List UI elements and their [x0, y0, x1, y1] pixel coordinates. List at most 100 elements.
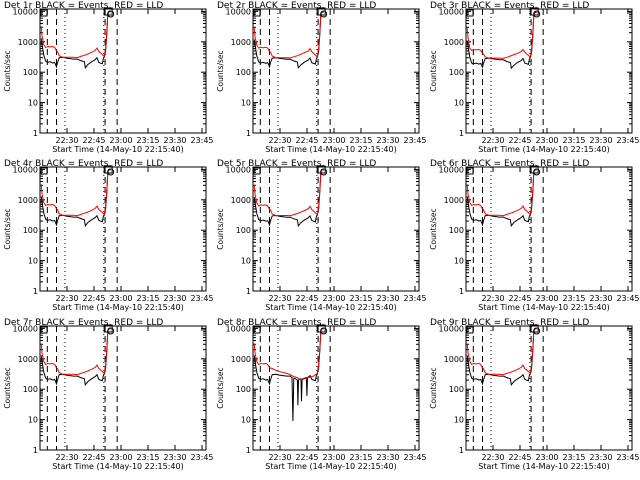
y-tick-label: 10000 — [226, 324, 251, 333]
y-tick-label: 1 — [246, 287, 251, 296]
x-tick-label: 23:45 — [190, 136, 213, 145]
chart-title: Det 6r BLACK = Events, RED = LLD — [430, 159, 589, 169]
y-axis-label: Counts/sec — [3, 50, 12, 91]
series-line-events — [40, 169, 111, 228]
series-line-events — [40, 328, 111, 387]
y-tick-label: 1 — [33, 287, 38, 296]
chart-panel-7: Det 7r BLACK = Events, RED = LLD 1 10 100 10… — [3, 318, 214, 471]
y-tick-label: 10000 — [439, 324, 464, 333]
series-group — [40, 168, 111, 228]
y-tick-label: 1 — [33, 129, 38, 138]
x-tick-label: 22:30 — [268, 453, 291, 462]
x-tick-label: 23:30 — [589, 453, 612, 462]
y-tick-label: 1000 — [444, 355, 464, 364]
end-marker-circle — [533, 327, 541, 335]
x-axis-label: Start Time (14-May-10 22:15:40) — [265, 303, 396, 312]
plot-frame — [252, 325, 420, 451]
series-group — [253, 10, 324, 69]
chart-title: Det 5r BLACK = Events, RED = LLD — [217, 159, 376, 169]
y-tick-label: 1000 — [231, 355, 251, 364]
x-axis-label: Start Time (14-May-10 22:15:40) — [52, 145, 183, 154]
x-tick-label: 23:45 — [403, 294, 426, 303]
series-line-events — [466, 11, 537, 70]
end-marker-circle — [320, 327, 328, 335]
y-axis-label: Counts/sec — [429, 367, 438, 408]
start-marker-square — [40, 326, 48, 334]
x-tick-label: 23:45 — [190, 453, 213, 462]
y-tick-label: 1 — [246, 129, 251, 138]
series-group — [40, 327, 111, 387]
start-marker-square — [253, 9, 261, 17]
end-marker-circle — [320, 10, 328, 18]
chart-title: Det 4r BLACK = Events, RED = LLD — [4, 159, 163, 169]
y-tick-label: 100 — [23, 226, 38, 235]
y-tick-label: 100 — [236, 226, 251, 235]
series-line-lld — [253, 327, 324, 381]
x-axis-label: Start Time (14-May-10 22:15:40) — [265, 462, 396, 471]
start-marker-square — [466, 167, 474, 175]
x-tick-label: 23:00 — [322, 453, 345, 462]
chart-title: Det 3r BLACK = Events, RED = LLD — [430, 1, 589, 11]
y-axis-label: Counts/sec — [216, 50, 225, 91]
x-tick-label: 22:30 — [268, 136, 291, 145]
x-tick-label: 23:15 — [136, 294, 159, 303]
plot-frame — [465, 166, 633, 292]
y-tick-label: 1000 — [444, 196, 464, 205]
x-tick-label: 23:00 — [535, 136, 558, 145]
chart-title: Det 7r BLACK = Events, RED = LLD — [4, 318, 163, 328]
y-tick-label: 10000 — [13, 324, 38, 333]
chart-title: Det 9r BLACK = Events, RED = LLD — [430, 318, 589, 328]
series-line-events — [40, 11, 111, 70]
y-tick-label: 1000 — [18, 196, 38, 205]
x-tick-label: 23:30 — [163, 136, 186, 145]
x-tick-label: 22:30 — [55, 294, 78, 303]
x-tick-label: 22:45 — [508, 453, 531, 462]
x-tick-label: 23:30 — [376, 136, 399, 145]
y-tick-label: 1000 — [231, 196, 251, 205]
x-tick-label: 23:30 — [376, 294, 399, 303]
x-tick-label: 23:00 — [322, 294, 345, 303]
x-tick-label: 23:15 — [136, 136, 159, 145]
series-group — [253, 327, 324, 422]
y-tick-label: 10000 — [226, 7, 251, 16]
chart-title: Det 2r BLACK = Events, RED = LLD — [217, 1, 376, 11]
end-marker-circle — [107, 10, 115, 18]
y-tick-label: 1 — [246, 446, 251, 455]
end-marker-circle — [533, 10, 541, 18]
y-tick-label: 100 — [236, 385, 251, 394]
chart-panel-6: Det 6r BLACK = Events, RED = LLD 1 10 100 10… — [429, 159, 640, 312]
chart-panel-3: Det 3r BLACK = Events, RED = LLD 1 10 100 10… — [429, 1, 640, 154]
y-tick-label: 10 — [454, 257, 464, 266]
x-tick-label: 23:45 — [616, 453, 639, 462]
y-tick-label: 10000 — [13, 165, 38, 174]
series-line-events — [466, 328, 537, 387]
y-axis-label: Counts/sec — [429, 50, 438, 91]
x-tick-label: 23:30 — [589, 136, 612, 145]
start-marker-square — [40, 167, 48, 175]
x-tick-label: 23:00 — [535, 453, 558, 462]
y-tick-label: 1000 — [18, 38, 38, 47]
x-tick-label: 23:00 — [109, 294, 132, 303]
start-marker-square — [253, 167, 261, 175]
series-line-events — [466, 169, 537, 228]
series-line-lld — [466, 11, 537, 59]
y-tick-label: 100 — [236, 68, 251, 77]
series-group — [466, 168, 537, 228]
y-tick-label: 1 — [459, 129, 464, 138]
x-axis-label: Start Time (14-May-10 22:15:40) — [52, 462, 183, 471]
x-tick-label: 23:15 — [136, 453, 159, 462]
series-group — [253, 168, 324, 227]
y-tick-label: 10000 — [439, 7, 464, 16]
x-tick-label: 22:30 — [481, 453, 504, 462]
x-tick-label: 23:45 — [403, 136, 426, 145]
x-tick-label: 22:30 — [481, 136, 504, 145]
y-tick-label: 100 — [449, 385, 464, 394]
plot-frame — [39, 166, 207, 292]
y-tick-label: 100 — [23, 68, 38, 77]
plot-frame — [465, 325, 633, 451]
x-tick-label: 23:45 — [616, 136, 639, 145]
plot-frame — [39, 8, 207, 134]
x-tick-label: 22:30 — [55, 136, 78, 145]
x-axis-label: Start Time (14-May-10 22:15:40) — [265, 145, 396, 154]
series-line-lld — [466, 327, 537, 376]
